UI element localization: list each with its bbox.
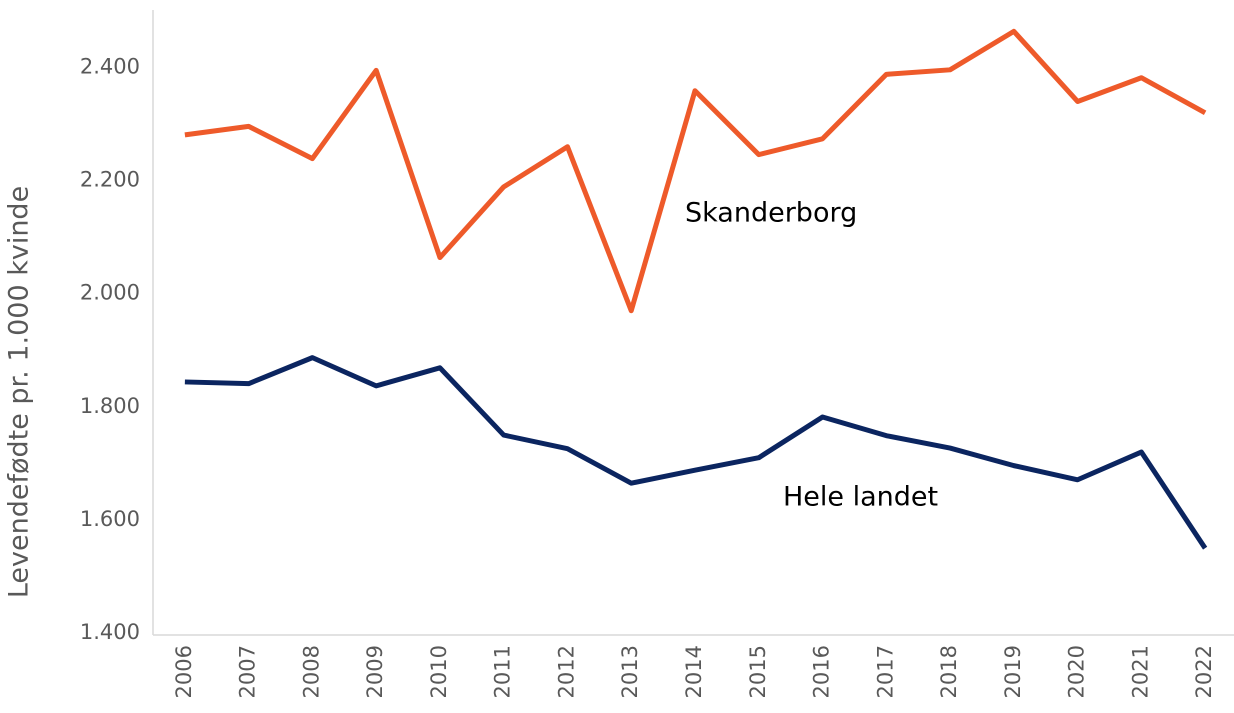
x-tick-label: 2008 <box>299 645 323 698</box>
y-tick-label: 1.800 <box>80 394 140 418</box>
y-axis-label: Levendefødte pr. 1.000 kvinde <box>4 186 35 598</box>
series-label: Skanderborg <box>685 198 857 229</box>
x-tick-label: 2022 <box>1192 645 1216 698</box>
x-tick-label: 2011 <box>491 645 515 698</box>
line <box>184 28 1207 314</box>
line <box>184 355 1208 550</box>
y-tick-label: 2.200 <box>80 168 140 192</box>
x-tick-label: 2021 <box>1128 645 1152 698</box>
x-tick-label: 2018 <box>937 645 961 698</box>
x-tick-label: 2010 <box>427 645 451 698</box>
x-tick-label: 2009 <box>363 645 387 698</box>
y-tick-label: 1.600 <box>80 507 140 531</box>
x-tick-label: 2015 <box>746 645 770 698</box>
y-tick-label: 2.400 <box>80 55 140 79</box>
y-tick-label: 1.400 <box>80 620 140 644</box>
x-tick-label: 2007 <box>236 645 260 698</box>
x-tick-label: 2020 <box>1065 645 1089 698</box>
series-label: Hele landet <box>783 482 938 513</box>
x-tick-label: 2017 <box>873 645 897 698</box>
x-tick-label: 2016 <box>810 645 834 698</box>
x-tick-label: 2013 <box>618 645 642 698</box>
x-tick-label: 2006 <box>172 645 196 698</box>
x-tick-label: 2014 <box>682 645 706 698</box>
y-tick-label: 2.000 <box>80 281 140 305</box>
x-tick-label: 2019 <box>1001 645 1025 698</box>
x-tick-label: 2012 <box>554 645 578 698</box>
